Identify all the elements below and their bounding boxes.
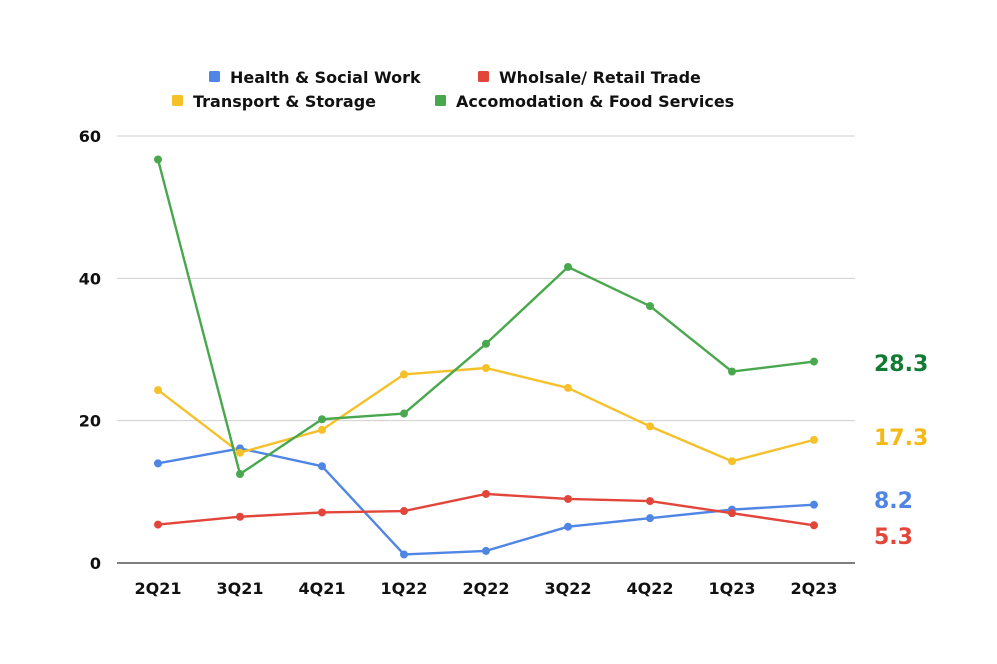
- end-labels: 8.2 5.3 17.3 28.3: [874, 352, 928, 550]
- data-point: [646, 514, 654, 523]
- end-value-label: 8.2: [874, 489, 913, 514]
- data-point: [400, 409, 408, 418]
- data-point: [400, 507, 408, 516]
- end-value-label: 28.3: [874, 352, 928, 377]
- data-point: [318, 415, 326, 424]
- x-tick-label: 1Q23: [709, 579, 756, 598]
- y-tick-label: 0: [90, 554, 101, 573]
- x-tick-label: 2Q21: [135, 579, 182, 598]
- y-axis: 0 20 40 60: [79, 127, 101, 573]
- data-point: [564, 262, 572, 271]
- data-point: [318, 462, 326, 471]
- data-point: [482, 364, 490, 373]
- x-tick-label: 3Q22: [545, 579, 592, 598]
- data-point: [564, 494, 572, 503]
- legend-label: Health & Social Work: [230, 68, 421, 87]
- legend-swatch: [435, 95, 446, 106]
- data-point: [646, 302, 654, 311]
- data-point: [154, 155, 162, 164]
- data-point: [154, 459, 162, 468]
- data-point: [728, 367, 736, 376]
- x-tick-label: 4Q22: [627, 579, 674, 598]
- data-point: [318, 508, 326, 517]
- legend-swatch: [209, 71, 220, 82]
- series-points: [154, 155, 818, 559]
- data-point: [236, 512, 244, 521]
- data-point: [646, 422, 654, 431]
- data-point: [236, 448, 244, 457]
- x-tick-label: 3Q21: [217, 579, 264, 598]
- data-point: [400, 550, 408, 559]
- data-point: [564, 383, 572, 392]
- x-tick-label: 2Q23: [791, 579, 838, 598]
- end-value-label: 17.3: [874, 426, 928, 451]
- x-tick-label: 4Q21: [299, 579, 346, 598]
- data-point: [810, 500, 818, 509]
- series-line: [156, 159, 815, 476]
- legend-label: Transport & Storage: [193, 92, 376, 111]
- y-tick-label: 40: [79, 269, 101, 288]
- series-line: [157, 492, 815, 527]
- data-point: [810, 435, 818, 444]
- legend: Health & Social Work Wholsale/ Retail Tra…: [172, 68, 734, 111]
- data-point: [154, 386, 162, 395]
- legend-label: Wholsale/ Retail Trade: [499, 68, 701, 87]
- legend-label: Accomodation & Food Services: [456, 92, 734, 111]
- data-point: [564, 522, 572, 531]
- x-tick-label: 2Q22: [463, 579, 510, 598]
- x-tick-label: 1Q22: [381, 579, 428, 598]
- data-point: [236, 470, 244, 479]
- data-point: [482, 339, 490, 348]
- data-point: [318, 425, 326, 434]
- legend-swatch: [478, 71, 489, 82]
- data-point: [400, 370, 408, 379]
- data-point: [154, 520, 162, 529]
- series-line: [157, 366, 815, 463]
- x-axis: 2Q21 3Q21 4Q21 1Q22 2Q22 3Q22 4Q22 1Q23 2Q23: [135, 579, 838, 598]
- data-point: [810, 521, 818, 530]
- data-point: [482, 546, 490, 555]
- legend-swatch: [172, 95, 183, 106]
- data-point: [646, 497, 654, 506]
- y-tick-label: 20: [79, 412, 101, 431]
- data-point: [728, 457, 736, 466]
- end-value-label: 5.3: [874, 525, 913, 550]
- data-point: [728, 509, 736, 518]
- data-point: [810, 357, 818, 366]
- gridlines: [117, 135, 855, 564]
- y-tick-label: 60: [79, 127, 101, 146]
- data-point: [482, 489, 490, 498]
